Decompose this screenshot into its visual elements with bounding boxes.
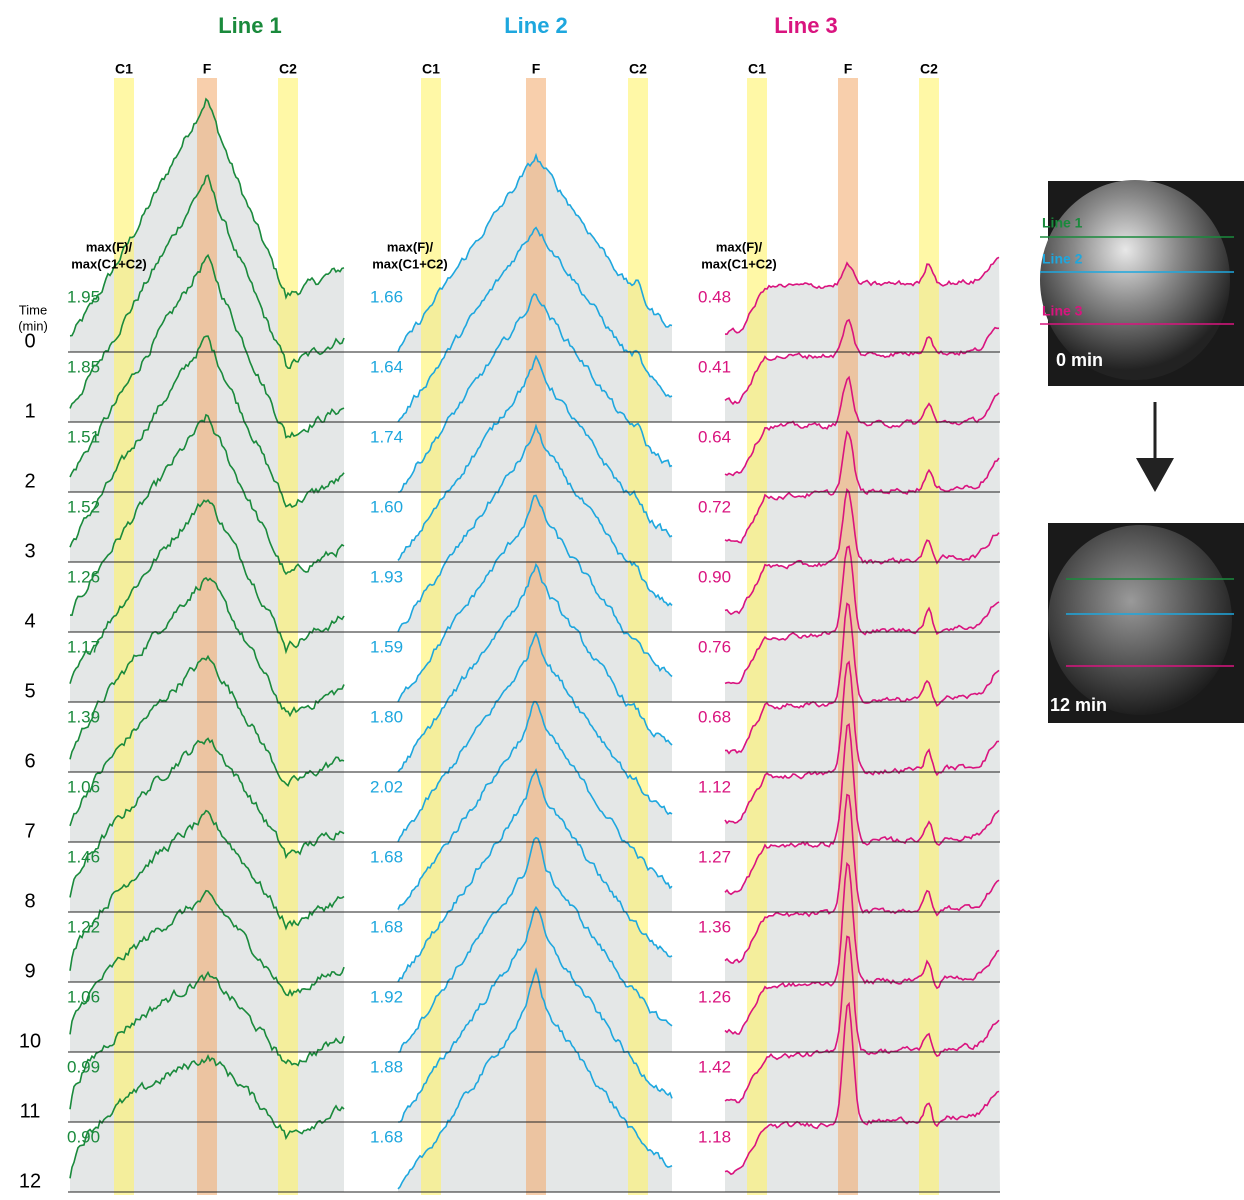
time-label: Time <box>19 302 47 317</box>
ratio-value: 1.95 <box>67 287 100 306</box>
ratio-value: 1.39 <box>67 707 100 726</box>
ratio-value: 0.72 <box>698 497 731 516</box>
ratio-value: 0.41 <box>698 357 731 376</box>
ratio-label: max(C1+C2) <box>71 256 147 271</box>
micrograph-1: 12 min <box>1048 523 1244 723</box>
marker-label: C2 <box>279 61 297 77</box>
time-value: 12 <box>19 1170 41 1192</box>
column-title: Line 3 <box>774 13 838 38</box>
ratio-value: 0.90 <box>67 1127 100 1146</box>
ratio-value: 1.88 <box>370 1057 403 1076</box>
ratio-value: 0.68 <box>698 707 731 726</box>
ratio-value: 0.64 <box>698 427 731 446</box>
time-value: 10 <box>19 1030 41 1052</box>
ratio-value: 1.93 <box>370 567 403 586</box>
time-value: 1 <box>24 400 35 422</box>
micrograph-0: Line 1 Line 2 Line 3 0 min <box>1040 180 1244 386</box>
marker-label: F <box>532 61 541 77</box>
time-value: 5 <box>24 680 35 702</box>
ratio-label: max(F)/ <box>387 239 434 254</box>
ratio-value: 1.12 <box>698 777 731 796</box>
column-title: Line 2 <box>504 13 568 38</box>
ratio-value: 1.46 <box>67 847 100 866</box>
ratio-value: 1.42 <box>698 1057 731 1076</box>
time-value: 8 <box>24 890 35 912</box>
ratio-value: 2.02 <box>370 777 403 796</box>
marker-band <box>197 78 217 1195</box>
ratio-value: 0.99 <box>67 1057 100 1076</box>
ratio-value: 1.64 <box>370 357 403 376</box>
marker-label: C1 <box>748 61 766 77</box>
ratio-value: 1.18 <box>698 1127 731 1146</box>
image-caption: 12 min <box>1050 695 1107 715</box>
ratio-value: 1.26 <box>698 987 731 1006</box>
ratio-label: max(F)/ <box>86 239 133 254</box>
ratio-label: max(C1+C2) <box>372 256 448 271</box>
ratio-value: 1.51 <box>67 427 100 446</box>
image-line-label: Line 3 <box>1042 303 1083 319</box>
ratio-value: 1.68 <box>370 847 403 866</box>
time-value: 3 <box>24 540 35 562</box>
marker-label: C1 <box>422 61 440 77</box>
marker-label: C2 <box>920 61 938 77</box>
marker-band <box>919 78 939 1195</box>
time-value: 0 <box>24 330 35 352</box>
ratio-value: 1.27 <box>698 847 731 866</box>
ratio-value: 1.36 <box>698 917 731 936</box>
arrow <box>1136 402 1174 492</box>
image-line-label: Line 1 <box>1042 215 1083 231</box>
time-value: 4 <box>24 610 35 632</box>
ratio-label: max(F)/ <box>716 239 763 254</box>
ratio-value: 1.74 <box>370 427 403 446</box>
marker-label: F <box>203 61 212 77</box>
image-line-label: Line 2 <box>1042 251 1083 267</box>
ratio-value: 1.85 <box>67 357 100 376</box>
time-value: 11 <box>20 1100 41 1122</box>
cell <box>1048 525 1232 715</box>
ratio-value: 0.76 <box>698 637 731 656</box>
arrow-head <box>1136 458 1174 492</box>
marker-label: C1 <box>115 61 133 77</box>
ratio-value: 1.22 <box>67 917 100 936</box>
marker-label: F <box>844 61 853 77</box>
ratio-value: 1.17 <box>67 637 100 656</box>
time-value: 9 <box>24 960 35 982</box>
ratio-value: 1.06 <box>67 777 100 796</box>
ratio-value: 1.06 <box>67 987 100 1006</box>
ratio-label: max(C1+C2) <box>701 256 777 271</box>
marker-band <box>526 78 546 1195</box>
ratio-value: 1.60 <box>370 497 403 516</box>
ratio-value: 0.90 <box>698 567 731 586</box>
time-value: 2 <box>24 470 35 492</box>
ratio-value: 1.80 <box>370 707 403 726</box>
ratio-value: 1.68 <box>370 1127 403 1146</box>
time-value: 7 <box>24 820 35 842</box>
ratio-value: 1.59 <box>370 637 403 656</box>
image-caption: 0 min <box>1056 350 1103 370</box>
marker-band <box>838 78 858 1195</box>
time-value: 6 <box>24 750 35 772</box>
marker-label: C2 <box>629 61 647 77</box>
ratio-value: 1.52 <box>67 497 100 516</box>
figure: Time (min) Line 1C1FC2max(F)/max(C1+C2)1… <box>0 0 1244 1200</box>
ratio-value: 1.26 <box>67 567 100 586</box>
ratio-value: 0.48 <box>698 287 731 306</box>
ratio-value: 1.68 <box>370 917 403 936</box>
ratio-value: 1.92 <box>370 987 403 1006</box>
ratio-value: 1.66 <box>370 287 403 306</box>
column-title: Line 1 <box>218 13 282 38</box>
